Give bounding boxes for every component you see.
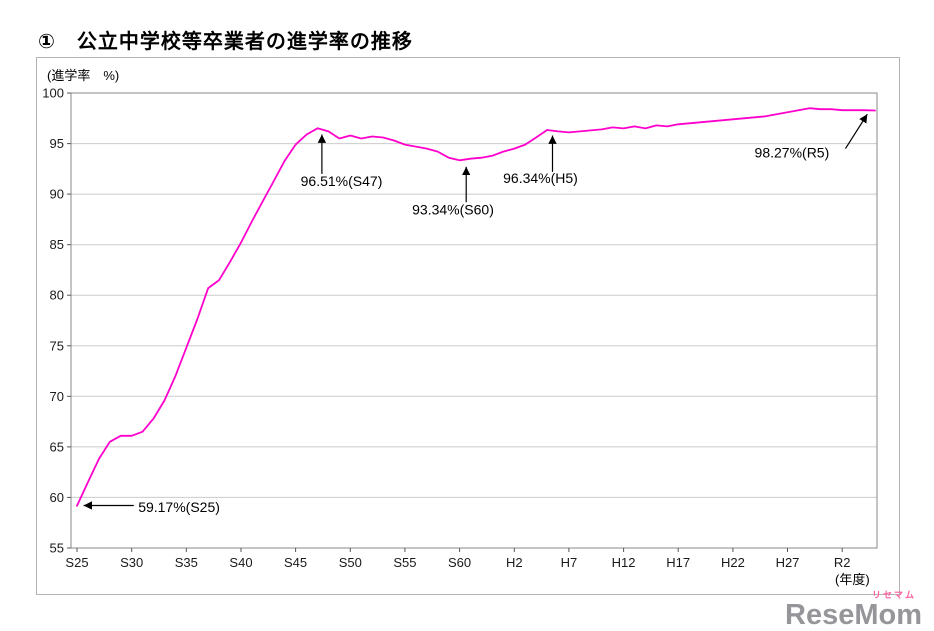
y-tick-label: 75 (50, 338, 64, 353)
annotations: 59.17%(S25) 96.51%(S47) 93.34%(S60) 96.34%(… (83, 113, 868, 515)
x-tick-label: H17 (666, 555, 690, 570)
y-tick-label: 55 (50, 541, 64, 556)
y-tick-label: 85 (50, 237, 64, 252)
annotation-label: 96.51%(S47) (301, 173, 383, 189)
y-tick-label: 65 (50, 439, 64, 454)
x-tick-label: S25 (65, 555, 88, 570)
x-tick-label: H22 (721, 555, 745, 570)
x-axis-label: (年度) (835, 572, 870, 587)
resemom-logo-text: ReseMom (785, 599, 922, 631)
x-tick-label: R2 (834, 555, 851, 570)
x-axis-ticks: S25 S30 S35 S40 S45 S50 S55 S60 H2 H7 H12 H17 H22 H27… (65, 548, 851, 570)
chart-container: 55 60 65 70 75 80 85 90 95 100 S25 S30 S35 S40 S45 S50 S… (36, 57, 900, 595)
resemom-logo: リセマム ReseMom (785, 591, 922, 630)
x-tick-label: H27 (776, 555, 800, 570)
x-tick-label: S60 (448, 555, 471, 570)
y-axis-ticks: 55 60 65 70 75 80 85 90 95 100 (42, 86, 71, 556)
enrollment-rate-line (76, 107, 876, 507)
y-axis-label: (進学率 %) (47, 68, 120, 83)
annotation-arrow (844, 113, 868, 149)
x-tick-label: S55 (393, 555, 416, 570)
x-tick-label: S40 (229, 555, 252, 570)
plot-frame (70, 92, 878, 549)
annotation-label: 96.34%(H5) (503, 170, 578, 186)
x-tick-label: H2 (506, 555, 523, 570)
page-title: ① 公立中学校等卒業者の進学率の推移 (38, 31, 413, 54)
x-tick-label: H7 (561, 555, 578, 570)
y-tick-label: 100 (42, 86, 64, 101)
y-tick-label: 70 (50, 389, 64, 404)
annotation-label: 93.34%(S60) (412, 201, 494, 217)
x-tick-label: S30 (120, 555, 143, 570)
y-tick-label: 95 (50, 136, 64, 151)
annotation-label: 59.17%(S25) (138, 499, 220, 515)
x-tick-label: S50 (339, 555, 362, 570)
gridlines (71, 143, 877, 498)
x-tick-label: S45 (284, 555, 307, 570)
resemom-kana-label: リセマム (871, 590, 916, 600)
y-tick-label: 90 (50, 187, 64, 202)
x-tick-label: S35 (175, 555, 198, 570)
y-tick-label: 80 (50, 288, 64, 303)
annotation-label: 98.27%(R5) (755, 145, 830, 161)
x-tick-label: H12 (612, 555, 636, 570)
y-tick-label: 60 (50, 490, 64, 505)
